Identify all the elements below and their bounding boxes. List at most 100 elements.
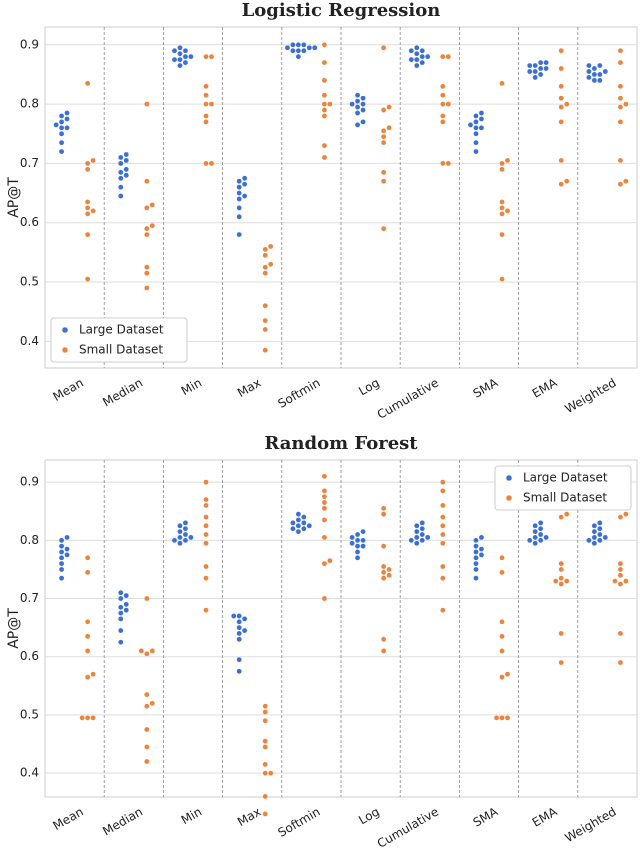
y-tick-label: 0.7 xyxy=(20,591,39,605)
data-point xyxy=(532,74,538,81)
data-point xyxy=(144,270,150,276)
data-point xyxy=(478,546,485,552)
data-point xyxy=(149,202,156,208)
data-point xyxy=(499,160,505,167)
data-point xyxy=(623,578,629,584)
data-point xyxy=(144,101,150,107)
data-point xyxy=(84,569,91,576)
data-point xyxy=(90,715,96,721)
data-point xyxy=(499,619,505,625)
data-point xyxy=(440,53,446,60)
data-point xyxy=(419,47,426,54)
data-point xyxy=(563,101,570,107)
data-point xyxy=(380,127,387,134)
data-point xyxy=(558,560,565,567)
data-point xyxy=(311,44,318,51)
data-point xyxy=(262,302,269,309)
data-point xyxy=(424,53,431,60)
data-point xyxy=(354,98,361,104)
data-point xyxy=(236,213,242,220)
data-point xyxy=(177,56,183,63)
data-point xyxy=(413,50,420,57)
data-point xyxy=(236,190,242,196)
data-point xyxy=(617,566,624,573)
data-point xyxy=(558,119,565,125)
data-point xyxy=(177,522,183,529)
data-point xyxy=(504,715,511,721)
data-point xyxy=(117,175,124,182)
data-point xyxy=(301,514,307,520)
legend-label: Small Dataset xyxy=(79,343,163,357)
data-point xyxy=(84,160,91,167)
data-point xyxy=(499,80,505,87)
data-point xyxy=(617,157,624,164)
data-point xyxy=(617,181,624,187)
data-point xyxy=(117,193,124,199)
data-point xyxy=(84,205,91,211)
data-point xyxy=(203,479,209,485)
data-point xyxy=(290,525,296,532)
data-point xyxy=(236,624,242,631)
x-tick-label: Cumulative xyxy=(375,805,441,851)
data-point xyxy=(262,761,269,768)
x-tick-label: Max xyxy=(235,376,263,401)
data-point xyxy=(537,531,544,538)
data-point xyxy=(262,270,269,276)
data-point xyxy=(84,199,91,205)
data-point xyxy=(123,151,130,158)
data-point xyxy=(623,101,629,107)
data-point xyxy=(558,47,565,54)
y-axis-label: AP@T xyxy=(6,177,22,218)
legend-label: Large Dataset xyxy=(79,323,164,337)
data-point xyxy=(563,178,570,184)
data-point xyxy=(558,659,565,666)
data-point xyxy=(144,264,150,270)
data-point xyxy=(321,142,328,149)
y-tick-label: 0.5 xyxy=(20,275,39,289)
x-tick-label: SMA xyxy=(471,375,501,401)
data-point xyxy=(64,110,70,116)
data-point xyxy=(617,47,624,54)
data-point xyxy=(236,636,242,643)
data-point xyxy=(537,59,544,66)
data-point xyxy=(499,554,505,561)
data-point xyxy=(532,540,538,547)
data-point xyxy=(144,595,150,602)
data-point xyxy=(413,534,420,541)
data-point xyxy=(149,222,156,229)
data-point xyxy=(380,139,387,146)
x-tick-label: Min xyxy=(179,805,204,828)
data-point xyxy=(558,181,565,187)
data-point xyxy=(64,125,70,131)
x-tick-label: Log xyxy=(356,376,382,399)
data-point xyxy=(295,517,302,523)
data-point xyxy=(58,148,65,155)
data-point xyxy=(360,543,366,549)
data-point xyxy=(117,604,124,611)
data-point xyxy=(321,59,328,66)
y-tick-label: 0.4 xyxy=(20,334,39,348)
data-point xyxy=(262,770,269,776)
data-point xyxy=(144,758,150,765)
data-point xyxy=(188,53,194,60)
data-point xyxy=(543,59,549,66)
y-tick-label: 0.5 xyxy=(20,707,39,721)
data-point xyxy=(473,139,479,146)
data-point xyxy=(241,616,248,622)
data-point xyxy=(591,71,598,78)
data-point xyxy=(354,554,361,561)
data-point xyxy=(64,546,70,552)
data-point xyxy=(591,528,598,535)
data-point xyxy=(262,738,269,744)
data-point xyxy=(262,811,269,817)
data-point xyxy=(203,531,209,538)
data-point xyxy=(84,276,91,282)
data-point xyxy=(617,59,624,66)
data-point xyxy=(617,514,624,520)
data-point xyxy=(617,560,624,567)
data-point xyxy=(58,119,65,125)
data-point xyxy=(526,537,533,544)
data-point xyxy=(117,595,124,602)
data-point xyxy=(380,169,387,176)
data-point xyxy=(473,537,479,544)
